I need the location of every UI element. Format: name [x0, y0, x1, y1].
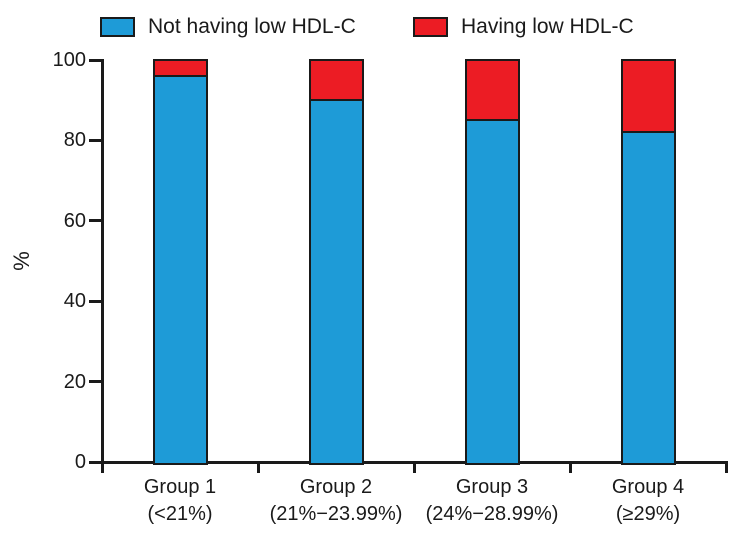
- x-tick: [256, 462, 260, 473]
- legend-item-having-low-hdl-c: Having low HDL-C: [413, 13, 634, 40]
- bar-segment-having-low-hdl-c: [310, 61, 362, 102]
- bar-group-3: [464, 59, 520, 465]
- y-axis-line: [100, 59, 104, 464]
- y-tick-label: 100: [52, 49, 86, 71]
- y-tick-label: 60: [63, 209, 86, 232]
- x-axis-label-line1: Group 3: [455, 476, 529, 498]
- x-axis-label-group-1: Group 1 (<21%): [90, 474, 270, 528]
- bar-segment-having-low-hdl-c: [622, 61, 674, 134]
- x-tick: [412, 462, 416, 473]
- x-tick: [568, 462, 572, 473]
- x-axis-label-line2: (≥29%): [615, 503, 681, 525]
- x-axis-label-line1: Group 2: [299, 476, 373, 498]
- bar-segment-not-having-low-hdl-c: [154, 77, 206, 463]
- x-tick: [724, 462, 728, 473]
- bar-group-2: [308, 59, 364, 465]
- x-axis-label-line1: Group 1: [143, 476, 217, 498]
- y-tick: [89, 460, 102, 464]
- y-tick-label: 0: [74, 451, 86, 473]
- y-tick: [89, 138, 102, 142]
- legend-label-not-having-low-hdl-c: Not having low HDL-C: [148, 15, 356, 38]
- bar-segment-not-having-low-hdl-c: [466, 121, 518, 463]
- legend-swatch-blue-icon: [100, 16, 135, 37]
- bar-group-4: [620, 59, 676, 465]
- y-tick-label: 20: [63, 370, 86, 393]
- y-tick-label: 80: [63, 129, 86, 152]
- x-axis-label-group-3: Group 3 (24%−28.99%): [402, 474, 582, 528]
- y-tick: [89, 58, 102, 62]
- legend-item-not-having-low-hdl-c: Not having low HDL-C: [100, 13, 356, 40]
- x-axis-label-line2: (24%−28.99%): [425, 503, 559, 525]
- y-tick: [89, 219, 102, 223]
- legend-label-having-low-hdl-c: Having low HDL-C: [461, 15, 634, 38]
- bar-segment-having-low-hdl-c: [466, 61, 518, 122]
- x-axis-label-line1: Group 4: [611, 476, 685, 498]
- x-axis-label-group-2: Group 2 (21%−23.99%): [246, 474, 426, 528]
- y-tick: [89, 380, 102, 384]
- x-tick: [100, 462, 104, 473]
- y-tick: [89, 299, 102, 303]
- x-axis-label-group-4: Group 4 (≥29%): [558, 474, 734, 528]
- x-axis-label-line2: (21%−23.99%): [269, 503, 403, 525]
- y-tick-label: 40: [63, 290, 86, 313]
- x-axis-label-line2: (<21%): [147, 503, 213, 525]
- bar-group-1: [152, 59, 208, 465]
- bar-segment-not-having-low-hdl-c: [310, 101, 362, 463]
- legend-swatch-red-icon: [413, 16, 448, 37]
- bar-segment-not-having-low-hdl-c: [622, 133, 674, 463]
- bar-segment-having-low-hdl-c: [154, 61, 206, 78]
